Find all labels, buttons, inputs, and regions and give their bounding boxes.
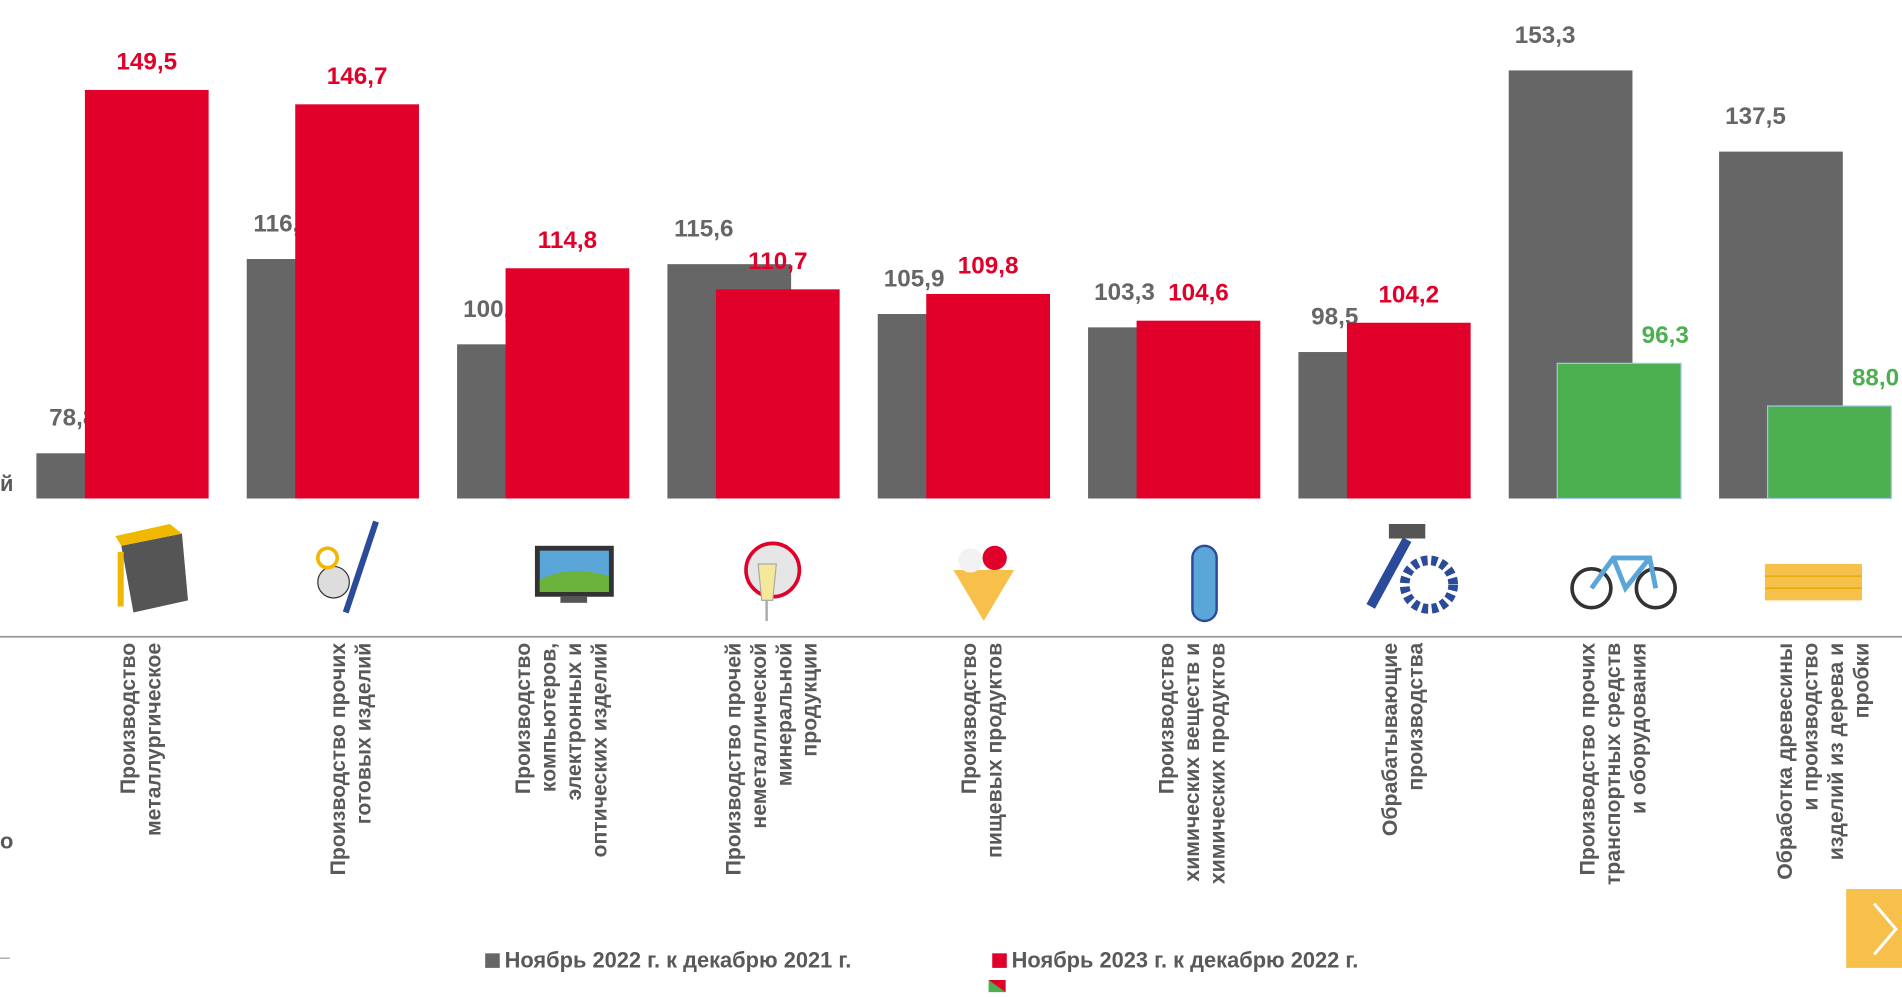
icons	[115, 520, 1862, 623]
legend-label: Ноябрь 2022 г. к декабрю 2021 г.	[505, 948, 852, 973]
bar	[295, 104, 419, 499]
category-label: продукции	[799, 643, 822, 757]
value-label: 96,3	[1642, 322, 1689, 349]
legend-swatch	[992, 953, 1007, 968]
category-label: пищевых продуктов	[984, 643, 1007, 858]
bar	[84, 89, 209, 499]
category-label: Производство прочей	[722, 643, 745, 876]
category-label: изделий из дерева и	[1825, 643, 1848, 860]
bar	[505, 268, 630, 499]
legend-label: Ноябрь 2023 г. к декабрю 2022 г.	[1012, 948, 1359, 973]
bar	[1346, 322, 1471, 499]
category-label: неметаллической	[748, 643, 771, 829]
value-label: 115,6	[674, 216, 733, 243]
category-label: Производство	[958, 643, 981, 794]
bar	[715, 289, 840, 499]
category-label: и оборудования	[1627, 643, 1650, 814]
value-label: 105,9	[884, 265, 945, 292]
bar	[1136, 320, 1261, 499]
edge-fragment: й	[0, 471, 13, 496]
category-label: компьютеров,	[537, 643, 560, 792]
value-label: 104,6	[1168, 279, 1229, 306]
category-label: химических продуктов	[1207, 643, 1230, 884]
category-label: готовых изделий	[353, 643, 376, 824]
category-label: Производство	[1156, 643, 1179, 794]
value-label: 88,0	[1852, 365, 1899, 392]
category-label: минеральной	[773, 643, 796, 786]
value-label: 146,7	[327, 63, 388, 90]
edge-fragment: о	[0, 829, 13, 854]
category-label: Производство	[512, 643, 535, 794]
bar	[1766, 405, 1892, 500]
value-label: 114,8	[538, 227, 597, 254]
category-label: транспортных средств	[1602, 643, 1625, 885]
category-label: металлургическое	[142, 643, 165, 836]
bar	[1556, 362, 1682, 500]
category-label: Производство прочих	[1576, 643, 1599, 876]
category-label: химических веществ и	[1181, 643, 1204, 882]
next-button-bg[interactable]	[1846, 889, 1902, 968]
next-button[interactable]	[1846, 889, 1902, 968]
category-label: оптических изделий	[588, 643, 611, 858]
category-label: Обработка древесины	[1774, 643, 1797, 880]
category-label: производства	[1404, 643, 1427, 791]
category-label: Производство прочих	[327, 643, 350, 876]
category-label: Обрабатывающие	[1379, 643, 1402, 836]
value-label: 149,5	[116, 49, 177, 76]
bar	[926, 293, 1050, 499]
value-label: 137,5	[1725, 103, 1786, 130]
category-label: электронных и	[563, 643, 586, 801]
value-label: 104,2	[1378, 281, 1439, 308]
value-label: 109,8	[958, 253, 1019, 280]
category-label: и производство	[1799, 643, 1822, 811]
next-icon[interactable]	[1872, 902, 1898, 956]
category-label: Производство	[117, 643, 140, 794]
legend-swatch	[485, 953, 500, 968]
value-label: 103,3	[1094, 279, 1155, 306]
value-label: 110,7	[748, 248, 807, 275]
category-label: пробки	[1850, 643, 1873, 719]
value-label: 153,3	[1515, 22, 1576, 49]
